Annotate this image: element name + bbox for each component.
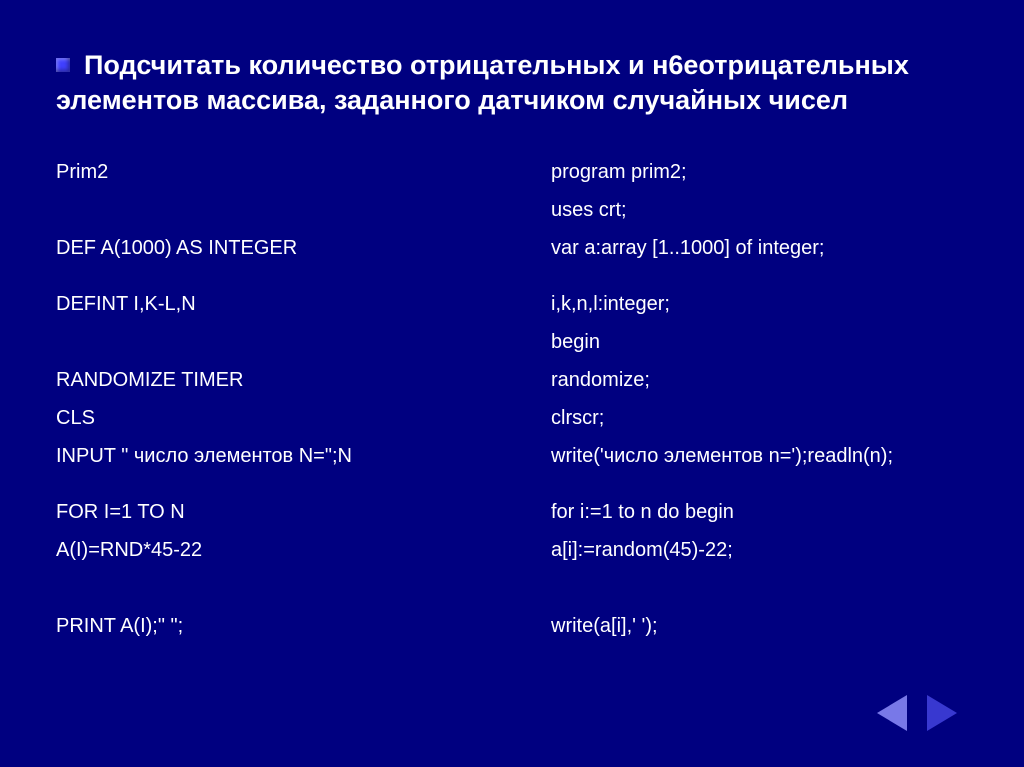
title-text: Подсчитать количество отрицательных и н6…	[56, 50, 909, 115]
code-line	[56, 196, 511, 234]
prev-button[interactable]	[870, 691, 914, 735]
code-text: i,k,n,l:integer;	[551, 292, 670, 317]
code-line: begin	[551, 328, 968, 366]
slide-title: Подсчитать количество отрицательных и н6…	[56, 48, 968, 118]
code-text: program prim2;	[551, 160, 687, 185]
code-line: A(I)=RND*45-22	[56, 536, 511, 574]
code-text: A(I)=RND*45-22	[56, 538, 202, 563]
code-text: a[i]:=random(45)-22;	[551, 538, 733, 563]
code-line: write('число элементов n=');readln(n);	[551, 442, 968, 498]
code-text: INPUT " число элементов N=";N	[56, 444, 352, 469]
code-text: var a:array [1..1000] of integer;	[551, 236, 825, 261]
code-line: PRINT A(I);" ";	[56, 612, 511, 650]
code-line: DEF A(1000) AS INTEGER	[56, 234, 511, 290]
code-line: for i:=1 to n do begin	[551, 498, 968, 536]
code-line	[551, 574, 968, 612]
column-basic: Prim2 DEF A(1000) AS INTEGER DEFINT I,K-…	[56, 158, 511, 650]
code-text: write(a[i],' ');	[551, 614, 658, 639]
code-line	[56, 574, 511, 612]
code-text: clrscr;	[551, 406, 604, 431]
code-text: RANDOMIZE TIMER	[56, 368, 243, 393]
code-text: randomize;	[551, 368, 650, 393]
code-text: CLS	[56, 406, 95, 431]
code-line: clrscr;	[551, 404, 968, 442]
code-text: begin	[551, 330, 600, 355]
code-columns: Prim2 DEF A(1000) AS INTEGER DEFINT I,K-…	[56, 158, 968, 650]
code-line: program prim2;	[551, 158, 968, 196]
next-button[interactable]	[920, 691, 964, 735]
column-pascal: program prim2; uses crt; var a:array [1.…	[551, 158, 968, 650]
arrow-left-icon	[877, 695, 907, 731]
code-text: DEF A(1000) AS INTEGER	[56, 236, 297, 261]
slide-nav	[870, 691, 964, 735]
code-text: FOR I=1 TO N	[56, 500, 185, 525]
code-line: Prim2	[56, 158, 511, 196]
code-line: CLS	[56, 404, 511, 442]
title-bullet-icon	[56, 58, 70, 72]
slide: Подсчитать количество отрицательных и н6…	[0, 0, 1024, 650]
code-line: FOR I=1 TO N	[56, 498, 511, 536]
code-text: write('число элементов n=');readln(n);	[551, 444, 893, 469]
code-line: a[i]:=random(45)-22;	[551, 536, 968, 574]
code-line: write(a[i],' ');	[551, 612, 968, 650]
code-line: var a:array [1..1000] of integer;	[551, 234, 968, 290]
code-line: uses crt;	[551, 196, 968, 234]
code-text: uses crt;	[551, 198, 627, 223]
code-line: INPUT " число элементов N=";N	[56, 442, 511, 498]
code-line	[56, 328, 511, 366]
code-line: RANDOMIZE TIMER	[56, 366, 511, 404]
code-line: DEFINT I,K-L,N	[56, 290, 511, 328]
code-text: for i:=1 to n do begin	[551, 500, 734, 525]
arrow-right-icon	[927, 695, 957, 731]
code-text: PRINT A(I);" ";	[56, 614, 183, 639]
code-text: Prim2	[56, 160, 108, 185]
code-text: DEFINT I,K-L,N	[56, 292, 196, 317]
code-line: i,k,n,l:integer;	[551, 290, 968, 328]
code-line: randomize;	[551, 366, 968, 404]
